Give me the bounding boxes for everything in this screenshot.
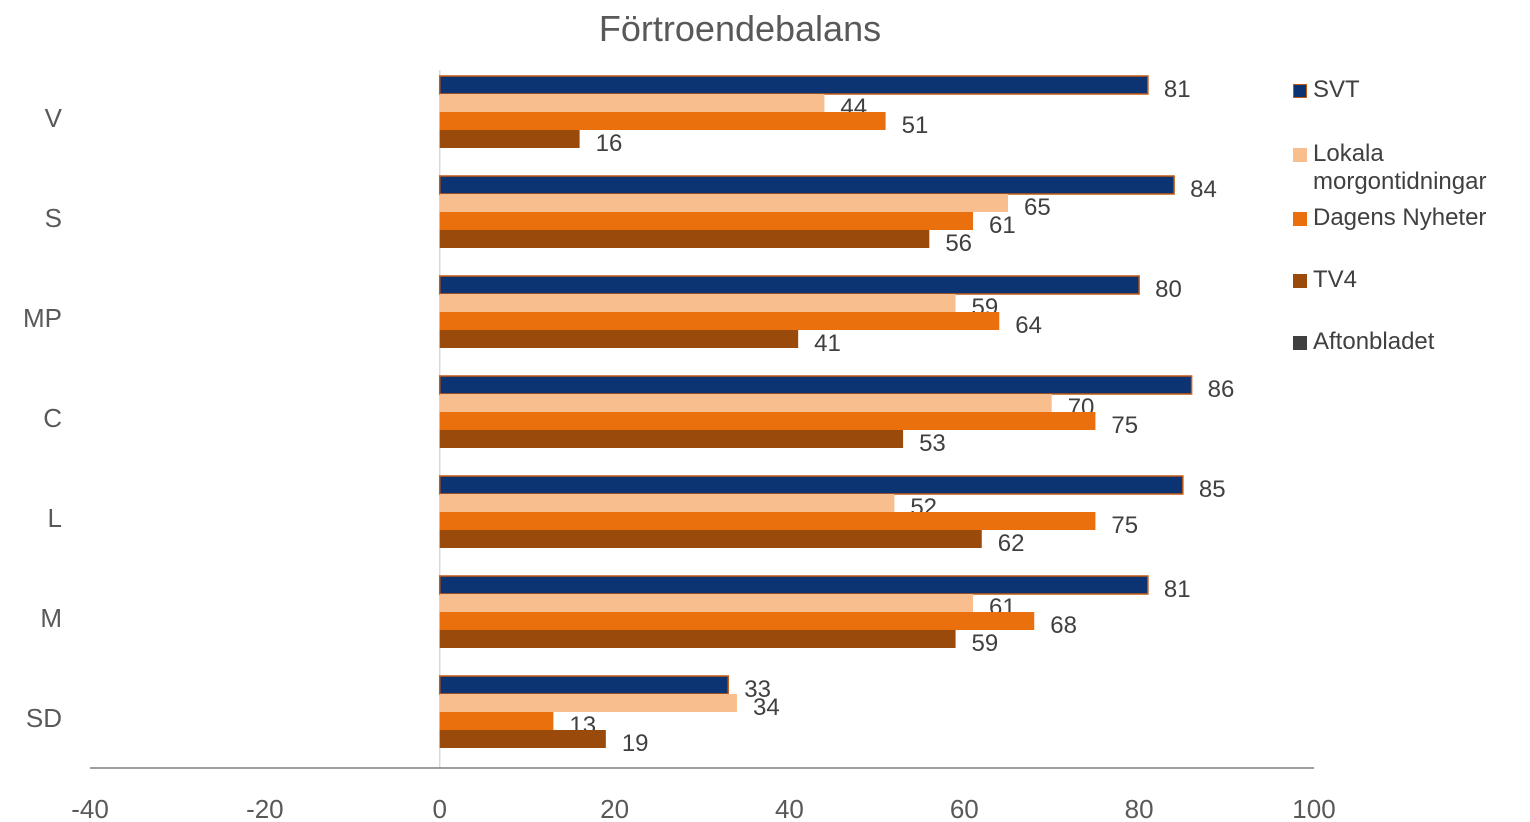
- x-tick-label: 20: [600, 794, 629, 822]
- data-label: 75: [1111, 412, 1138, 439]
- x-tick-label: -20: [246, 794, 284, 822]
- bar: [438, 675, 729, 695]
- data-label: 61: [989, 212, 1016, 239]
- data-label: 64: [1015, 312, 1042, 339]
- y-tick-label: S: [45, 203, 62, 233]
- data-label: 59: [972, 630, 999, 657]
- bar: [439, 194, 1008, 212]
- x-tick-label: 40: [775, 794, 804, 822]
- bar: [439, 112, 886, 130]
- bar: [438, 375, 1193, 395]
- bar: [438, 75, 1149, 95]
- bar: [439, 330, 799, 348]
- legend-label: Lokala morgontidningar: [1313, 140, 1487, 195]
- y-tick-label: L: [48, 503, 62, 533]
- x-tick-label: 100: [1292, 794, 1335, 822]
- data-label: 53: [919, 430, 946, 457]
- data-label: 56: [945, 230, 972, 257]
- legend-swatch: [1293, 212, 1307, 226]
- bar: [438, 475, 1184, 495]
- bar: [439, 312, 1000, 330]
- legend-label: SVT: [1313, 76, 1360, 103]
- y-tick-label: C: [43, 403, 62, 433]
- bar: [439, 412, 1096, 430]
- data-label: 19: [622, 730, 649, 757]
- data-label: 75: [1111, 512, 1138, 539]
- data-label: 86: [1208, 376, 1235, 403]
- legend-swatch: [1293, 148, 1307, 162]
- bar: [439, 230, 930, 248]
- bar: [439, 430, 904, 448]
- bar: [439, 612, 1035, 630]
- x-tick-label: 60: [950, 794, 979, 822]
- data-label: 33: [744, 676, 771, 703]
- legend-item: Lokala morgontidningar: [1293, 140, 1528, 196]
- y-tick-label: V: [45, 103, 63, 133]
- legend-swatch: [1293, 84, 1307, 98]
- y-tick-label: M: [40, 603, 62, 633]
- bar: [439, 130, 580, 148]
- data-label: 65: [1024, 194, 1051, 221]
- bar: [439, 294, 956, 312]
- data-label: 85: [1199, 476, 1226, 503]
- legend-label: Dagens Nyheter: [1313, 204, 1487, 231]
- x-tick-label: 0: [432, 794, 446, 822]
- bar: [438, 175, 1175, 195]
- y-tick-label: SD: [26, 703, 62, 733]
- chart-title: Förtroendebalans: [598, 8, 882, 49]
- legend-swatch: [1293, 336, 1307, 350]
- bar: [439, 512, 1096, 530]
- legend-item: TV4: [1293, 266, 1357, 294]
- bar: [439, 212, 974, 230]
- legend-item: Aftonbladet: [1293, 328, 1434, 356]
- legend-item: SVT: [1293, 76, 1360, 104]
- data-label: 51: [902, 112, 929, 139]
- data-label: 68: [1050, 612, 1077, 639]
- bar: [438, 575, 1149, 595]
- data-label: 81: [1164, 576, 1191, 603]
- bar: [439, 730, 606, 748]
- bar: [438, 275, 1140, 295]
- x-tick-label: -40: [71, 794, 109, 822]
- data-label: 84: [1190, 176, 1217, 203]
- data-label: 81: [1164, 76, 1191, 103]
- bar: [439, 94, 825, 112]
- data-label: 62: [998, 530, 1025, 557]
- legend-swatch: [1293, 274, 1307, 288]
- x-tick-label: 80: [1125, 794, 1154, 822]
- data-label: 41: [814, 330, 841, 357]
- bar: [439, 630, 956, 648]
- bar: [439, 594, 974, 612]
- legend-label: Aftonbladet: [1313, 328, 1435, 355]
- bar: [439, 494, 895, 512]
- legend-item: Dagens Nyheter: [1293, 204, 1486, 232]
- y-tick-label: MP: [23, 303, 62, 333]
- legend-label: TV4: [1313, 266, 1358, 293]
- bar: [439, 394, 1052, 412]
- bar: [439, 530, 982, 548]
- data-label: 34: [753, 694, 780, 721]
- bar: [439, 694, 737, 712]
- bar: [439, 712, 554, 730]
- data-label: 16: [596, 130, 623, 157]
- data-label: 80: [1155, 276, 1182, 303]
